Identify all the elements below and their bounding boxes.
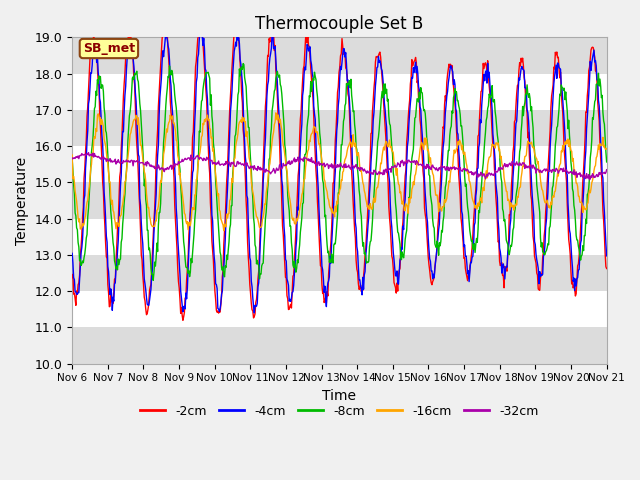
Bar bbox=[72, 255, 607, 291]
Legend: -2cm, -4cm, -8cm, -16cm, -32cm: -2cm, -4cm, -8cm, -16cm, -32cm bbox=[135, 400, 543, 423]
Bar bbox=[72, 73, 607, 110]
Title: Thermocouple Set B: Thermocouple Set B bbox=[255, 15, 424, 33]
Y-axis label: Temperature: Temperature bbox=[15, 156, 29, 245]
Bar bbox=[72, 291, 607, 327]
Bar bbox=[72, 146, 607, 182]
Bar bbox=[72, 182, 607, 219]
Bar bbox=[72, 37, 607, 73]
Bar bbox=[72, 219, 607, 255]
X-axis label: Time: Time bbox=[323, 389, 356, 403]
Text: SB_met: SB_met bbox=[83, 42, 135, 55]
Bar bbox=[72, 110, 607, 146]
Bar bbox=[72, 327, 607, 364]
